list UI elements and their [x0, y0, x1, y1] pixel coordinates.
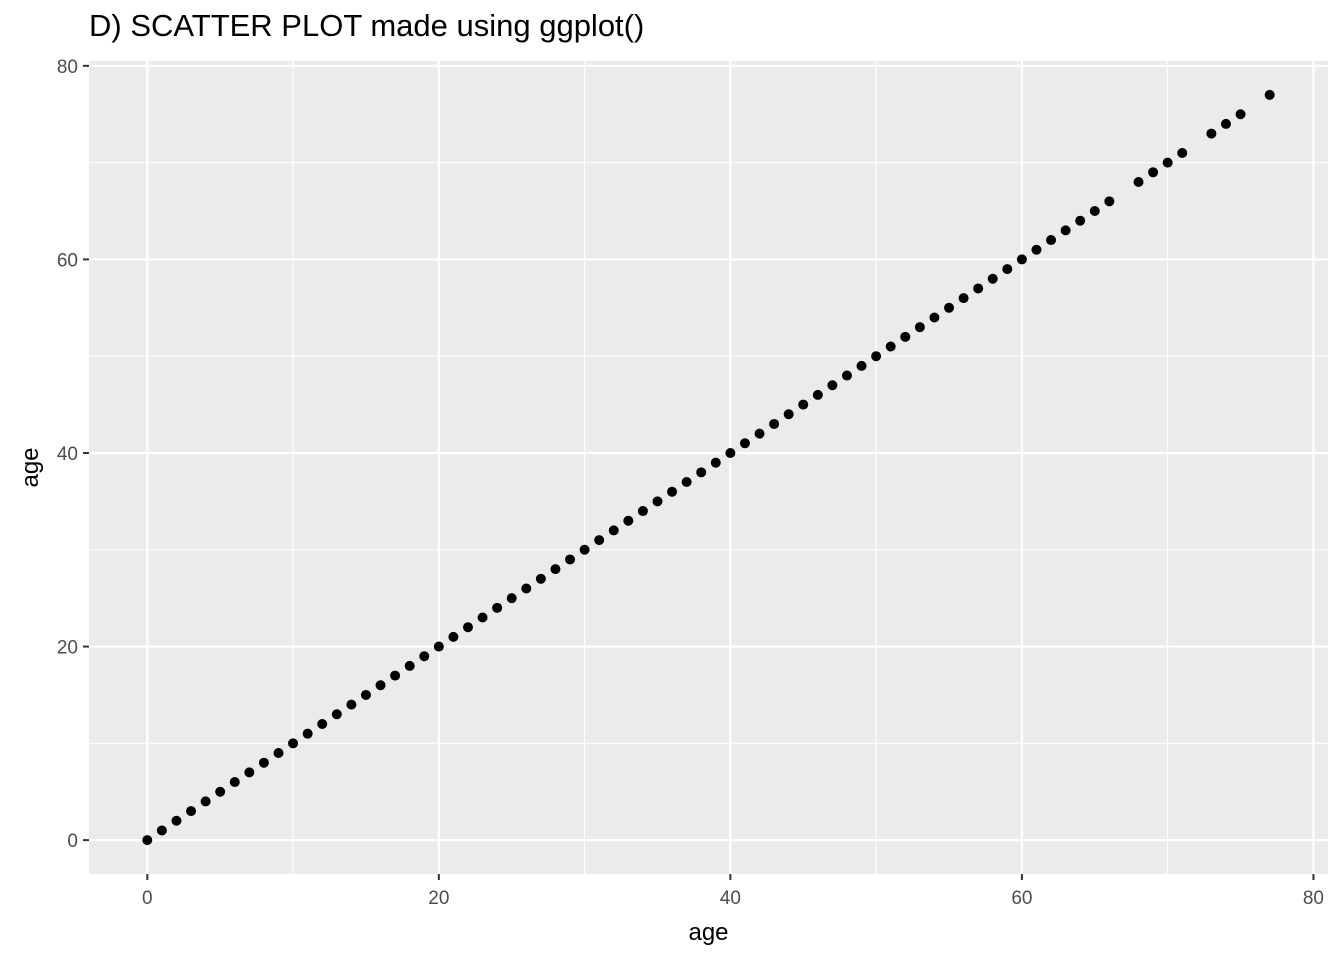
data-point [871, 351, 882, 362]
data-point [404, 660, 415, 671]
data-point [652, 496, 663, 507]
plot-panel [89, 61, 1328, 874]
data-point [769, 418, 780, 429]
data-point [1060, 225, 1071, 236]
data-point [1046, 235, 1057, 246]
data-point [215, 786, 226, 797]
data-point [929, 312, 940, 323]
x-axis-title: age [688, 919, 728, 946]
data-point [375, 680, 386, 691]
data-point [390, 670, 401, 681]
data-point [623, 515, 634, 526]
data-point [360, 689, 371, 700]
data-point [841, 370, 852, 381]
y-tick-label: 0 [67, 831, 78, 852]
data-points [142, 89, 1275, 846]
data-point [1177, 147, 1188, 158]
data-point [667, 486, 678, 497]
y-tick-label: 40 [57, 444, 78, 465]
data-point [1075, 215, 1086, 226]
data-point [579, 544, 590, 555]
data-point [1133, 176, 1144, 187]
data-point [448, 631, 459, 642]
data-point [1002, 264, 1013, 275]
data-point [710, 457, 721, 468]
data-point [462, 622, 473, 633]
x-tick-label: 60 [1011, 888, 1032, 909]
data-point [608, 525, 619, 536]
data-point [1031, 244, 1042, 255]
data-point [1206, 128, 1217, 139]
data-point [186, 806, 197, 817]
data-point [696, 467, 707, 478]
data-point [827, 380, 838, 391]
data-point [156, 825, 167, 836]
data-point [331, 709, 342, 720]
data-point [637, 506, 648, 517]
data-point [492, 602, 503, 613]
data-point [200, 796, 211, 807]
data-point [958, 293, 969, 304]
data-point [1016, 254, 1027, 265]
data-point [739, 438, 750, 449]
data-point [594, 535, 605, 546]
data-point [798, 399, 809, 410]
x-tick-label: 80 [1303, 888, 1324, 909]
data-point [535, 573, 546, 584]
data-point [1264, 89, 1275, 100]
data-point [681, 477, 692, 488]
data-point [856, 360, 867, 371]
data-point [346, 699, 357, 710]
data-point [754, 428, 765, 439]
data-point [1235, 109, 1246, 120]
data-point [258, 757, 269, 768]
data-point [885, 341, 896, 352]
data-point [987, 273, 998, 284]
data-point [229, 777, 240, 788]
data-point [171, 815, 182, 826]
x-tick-label: 0 [142, 888, 153, 909]
data-point [550, 564, 561, 575]
data-point [812, 389, 823, 400]
data-point [1162, 157, 1173, 168]
data-point [565, 554, 576, 565]
x-axis-tick-labels: 0 20 40 60 80 [142, 888, 1324, 909]
data-point [273, 748, 284, 759]
data-point [783, 409, 794, 420]
data-point [302, 728, 313, 739]
major-gridlines [89, 61, 1328, 874]
data-point [288, 738, 299, 749]
data-point [419, 651, 430, 662]
data-point [1089, 206, 1100, 217]
axis-ticks [83, 64, 1315, 880]
data-point [1220, 118, 1231, 129]
data-point [914, 322, 925, 333]
data-point [944, 302, 955, 313]
y-axis-tick-labels: 0 20 40 60 80 [57, 57, 78, 852]
data-point [142, 835, 153, 846]
data-point [973, 283, 984, 294]
y-axis-title: age [17, 447, 44, 487]
y-tick-label: 60 [57, 250, 78, 271]
data-point [506, 593, 517, 604]
data-point [317, 718, 328, 729]
x-tick-label: 20 [428, 888, 449, 909]
data-point [244, 767, 255, 778]
chart-title: D) SCATTER PLOT made using ggplot() [89, 8, 645, 43]
x-tick-label: 40 [720, 888, 741, 909]
data-point [900, 331, 911, 342]
y-tick-label: 80 [57, 57, 78, 78]
data-point [521, 583, 532, 594]
data-point [433, 641, 444, 652]
data-point [725, 447, 736, 458]
data-point [477, 612, 488, 623]
data-point [1104, 196, 1115, 207]
y-tick-label: 20 [57, 638, 78, 659]
data-point [1148, 167, 1159, 178]
